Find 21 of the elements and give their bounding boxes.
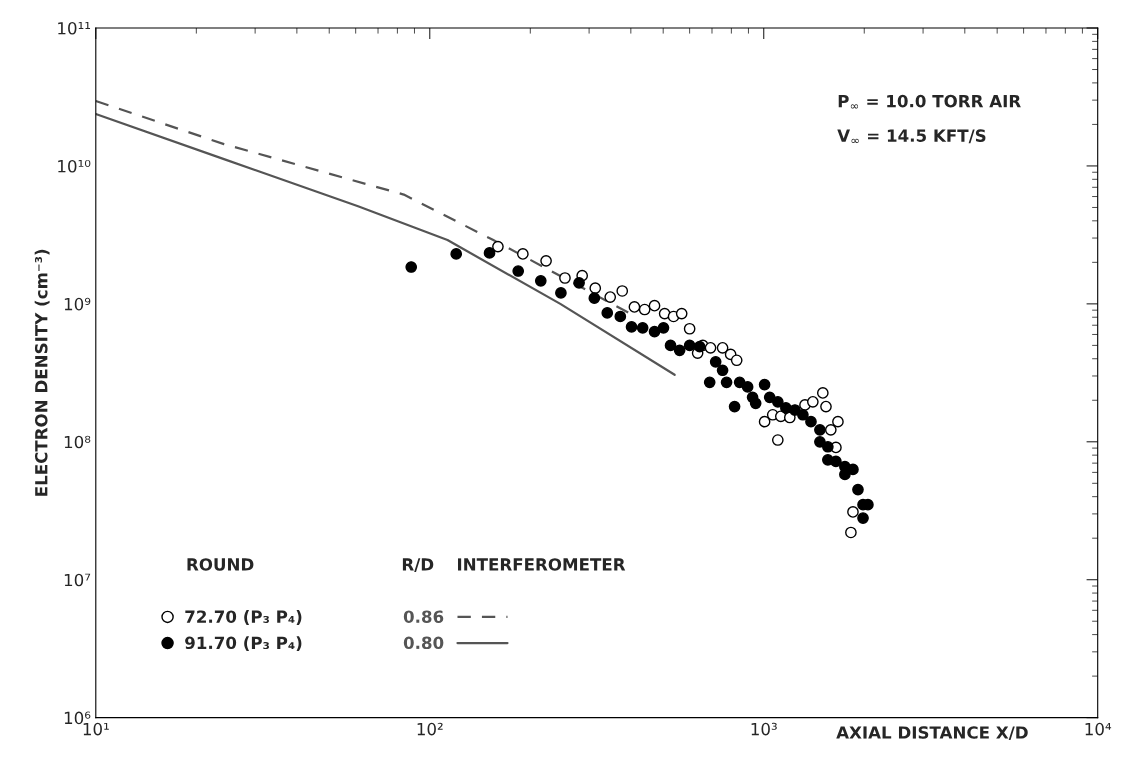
- y-tick-label: 10⁶: [64, 711, 91, 725]
- x-tick-label: 10²: [417, 722, 443, 736]
- y-tick-label: 10⁸: [64, 435, 91, 449]
- x-tick-label: 10⁴: [1085, 722, 1112, 736]
- legend-label: 91.70 (P₃ P₄): [185, 636, 302, 652]
- x-axis-title: AXIAL DISTANCE X/D: [836, 726, 1028, 741]
- legend-label: 72.70 (P₃ P₄): [185, 610, 302, 625]
- y-tick-label: 10¹¹: [58, 21, 91, 35]
- text: 0.86: [403, 610, 444, 623]
- y-tick-label: 10⁹: [64, 297, 91, 311]
- annotation: ROUND: [187, 558, 254, 571]
- x-tick-label: 10³: [751, 722, 777, 736]
- annotation: V$_{∞}$ = 14.5 KFT/S: [837, 129, 986, 144]
- x-tick-label: 10¹: [83, 722, 109, 736]
- annotation: R/D: [402, 558, 434, 573]
- text: 0.80: [403, 636, 444, 650]
- annotation: P$_{∞}$ = 10.0 TORR AIR: [838, 94, 1021, 109]
- y-tick-label: 10⁷: [64, 573, 91, 587]
- y-tick-label: 10¹⁰: [58, 159, 91, 173]
- y-axis-title: ELECTRON DENSITY (cm⁻³): [34, 249, 50, 496]
- annotation: INTERFEROMETER: [458, 558, 626, 571]
